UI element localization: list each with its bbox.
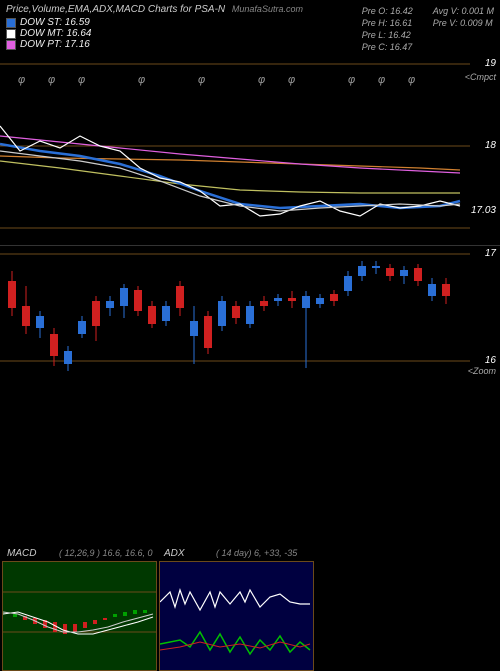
- phi-marker: φ: [408, 74, 415, 86]
- y-axis-label: 19: [485, 58, 496, 69]
- title-text: Price,Volume,EMA,ADX,MACD Charts for PSA…: [6, 4, 225, 15]
- stats-col-2: Avg V: 0.001 M Pre V: 0.009 M: [433, 6, 494, 52]
- site-name: MunafaSutra.com: [232, 4, 303, 14]
- header-left: Price,Volume,EMA,ADX,MACD Charts for PSA…: [6, 4, 303, 52]
- adx-subtitle: ( 14 day) 6, +33, -35: [216, 548, 297, 558]
- macd-title: MACD: [7, 548, 36, 559]
- chart-title: Price,Volume,EMA,ADX,MACD Charts for PSA…: [6, 4, 303, 15]
- indicator-label: DOW ST: 16.59: [20, 17, 90, 28]
- candlestick-svg: [0, 246, 500, 391]
- macd-svg: [3, 562, 156, 670]
- indicator-label: DOW MT: 16.64: [20, 28, 92, 39]
- stat-value: Pre O: 16.42: [362, 6, 413, 16]
- phi-marker: φ: [378, 74, 385, 86]
- indicator-row: DOW MT: 16.64: [6, 28, 303, 39]
- phi-marker: φ: [348, 74, 355, 86]
- indicator-row: DOW ST: 16.59: [6, 17, 303, 28]
- stat-value: Pre H: 16.61: [362, 18, 413, 28]
- phi-marker: φ: [288, 74, 295, 86]
- phi-marker: φ: [138, 74, 145, 86]
- stat-value: Pre V: 0.009 M: [433, 18, 494, 28]
- adx-svg: [160, 562, 313, 670]
- stat-value: Pre C: 16.47: [362, 42, 413, 52]
- stat-value: Pre L: 16.42: [362, 30, 413, 40]
- y-axis-label: 17: [485, 248, 496, 259]
- adx-panel: ADX ( 14 day) 6, +33, -35: [159, 561, 314, 671]
- candlestick-chart: 17 16 <Zoom: [0, 246, 500, 391]
- phi-marker: φ: [198, 74, 205, 86]
- y-axis-label: 16: [485, 355, 496, 366]
- phi-marker: φ: [48, 74, 55, 86]
- indicator-row: DOW PT: 17.16: [6, 39, 303, 50]
- phi-marker: φ: [18, 74, 25, 86]
- zoom-label: <Zoom: [468, 366, 496, 376]
- header-stats: Pre O: 16.42 Pre H: 16.61 Pre L: 16.42 Pre …: [362, 4, 494, 52]
- phi-marker: φ: [78, 74, 85, 86]
- chart-header: Price,Volume,EMA,ADX,MACD Charts for PSA…: [0, 0, 500, 56]
- ema-chart: 19 18 17.03 <Cmpct φ φ φ φ φ φ φ φ φ φ: [0, 56, 500, 246]
- stats-col-1: Pre O: 16.42 Pre H: 16.61 Pre L: 16.42 Pre …: [362, 6, 413, 52]
- y-axis-label: 17.03: [471, 205, 496, 216]
- stat-value: Avg V: 0.001 M: [433, 6, 494, 16]
- phi-marker: φ: [258, 74, 265, 86]
- indicator-label: DOW PT: 17.16: [20, 39, 90, 50]
- adx-title: ADX: [164, 548, 185, 559]
- gap-area: [0, 391, 500, 561]
- compact-label: <Cmpct: [465, 72, 496, 82]
- macd-panel: MACD ( 12,26,9 ) 16.6, 16.6, 0: [2, 561, 157, 671]
- indicator-swatch: [6, 29, 16, 39]
- indicator-swatch: [6, 40, 16, 50]
- ema-chart-svg: [0, 56, 500, 246]
- macd-subtitle: ( 12,26,9 ) 16.6, 16.6, 0: [59, 548, 153, 558]
- y-axis-label: 18: [485, 140, 496, 151]
- indicator-panels: MACD ( 12,26,9 ) 16.6, 16.6, 0 ADX ( 14 …: [0, 561, 500, 671]
- indicator-swatch: [6, 18, 16, 28]
